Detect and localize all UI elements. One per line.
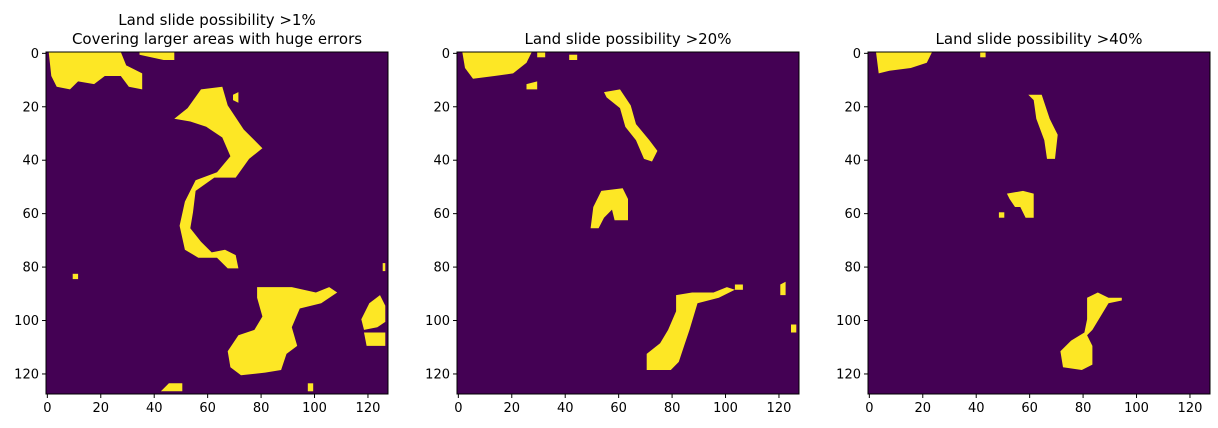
x-tick-label: 80 (253, 401, 270, 416)
x-tick-label: 60 (610, 401, 627, 416)
landslide-region (73, 274, 78, 279)
landslide-region (537, 52, 545, 57)
x-tick-label: 80 (664, 401, 681, 416)
landslide-region (364, 333, 385, 346)
x-tick-label: 0 (43, 401, 51, 416)
x-tick-label: 100 (302, 401, 327, 416)
x-tick-label: 0 (865, 401, 873, 416)
y-tick-label: 0 (442, 47, 450, 62)
heatmap-panel-3: Land slide possibility >40% 0 20 40 60 80 100 1… (836, 30, 1210, 416)
x-tick-label: 20 (915, 401, 932, 416)
chart-title-line: Covering larger areas with huge errors (72, 30, 362, 48)
x-tick-label: 40 (968, 401, 985, 416)
x-tick-label: 120 (356, 401, 381, 416)
y-tick-label: 60 (22, 207, 39, 222)
y-tick-label: 100 (836, 314, 861, 329)
chart-title-line: Land slide possibility >20% (525, 30, 732, 48)
y-tick-label: 80 (433, 261, 450, 276)
x-tick-label: 100 (1124, 401, 1149, 416)
y-tick-label: 80 (844, 261, 861, 276)
x-tick-label: 80 (1075, 401, 1092, 416)
heatmap-panel-2: Land slide possibility >20% 0 20 40 60 80 100 1… (425, 30, 799, 416)
x-tick-label: 20 (93, 401, 110, 416)
heatmap-panel-1: Land slide possibility >1%Covering large… (14, 11, 388, 416)
y-tick-label: 100 (425, 314, 450, 329)
y-tick-label: 20 (433, 100, 450, 115)
chart-title-line: Land slide possibility >40% (936, 30, 1143, 48)
y-tick-label: 100 (14, 314, 39, 329)
landslide-region (383, 263, 386, 271)
landslide-region (999, 212, 1004, 217)
x-tick-label: 120 (767, 401, 792, 416)
y-tick-label: 40 (433, 154, 450, 169)
y-tick-label: 60 (844, 207, 861, 222)
y-tick-label: 80 (22, 261, 39, 276)
landslide-region (791, 325, 796, 333)
x-tick-label: 40 (146, 401, 163, 416)
y-tick-label: 120 (425, 367, 450, 382)
x-tick-label: 100 (713, 401, 738, 416)
x-tick-label: 40 (557, 401, 574, 416)
x-tick-label: 20 (504, 401, 521, 416)
landslide-region (735, 285, 743, 290)
y-tick-label: 60 (433, 207, 450, 222)
y-tick-label: 120 (836, 367, 861, 382)
y-tick-label: 120 (14, 367, 39, 382)
y-tick-label: 40 (22, 154, 39, 169)
x-tick-label: 60 (199, 401, 216, 416)
y-tick-label: 40 (844, 154, 861, 169)
y-tick-label: 20 (22, 100, 39, 115)
landslide-region (569, 55, 577, 60)
chart-title-line: Land slide possibility >1% (118, 11, 315, 29)
y-tick-label: 0 (31, 47, 39, 62)
landslide-region (980, 52, 985, 57)
x-tick-label: 0 (454, 401, 462, 416)
landslide-region (308, 383, 313, 391)
x-tick-label: 60 (1021, 401, 1038, 416)
x-tick-label: 120 (1178, 401, 1203, 416)
y-tick-label: 0 (853, 47, 861, 62)
y-tick-label: 20 (844, 100, 861, 115)
